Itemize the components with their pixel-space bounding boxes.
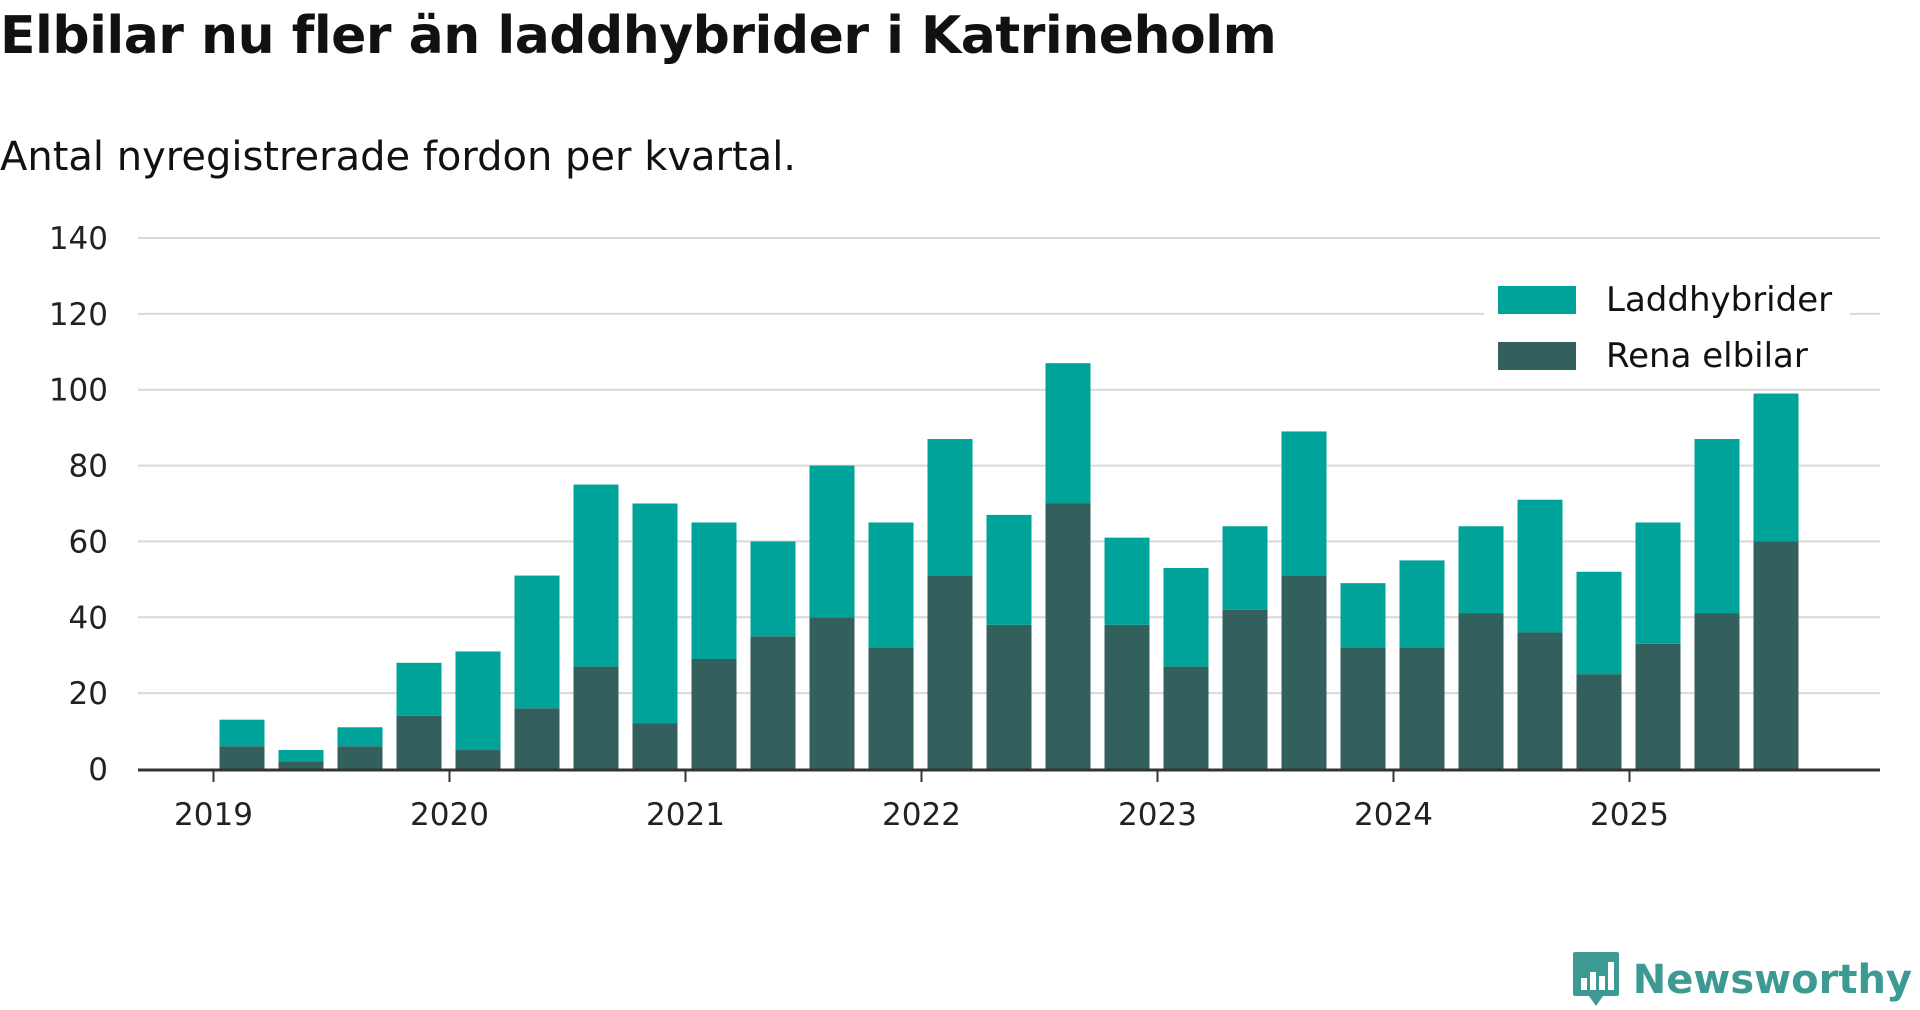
bar-rena-elbilar (1045, 503, 1091, 769)
chart-subtitle: Antal nyregistrerade fordon per kvartal. (0, 134, 797, 180)
x-tick-label: 2022 (882, 797, 961, 833)
bar-rena-elbilar (1517, 632, 1563, 769)
bar-rena-elbilar (1694, 613, 1740, 769)
bar-laddhybrider (1222, 526, 1268, 610)
bar-laddhybrider (750, 541, 796, 637)
y-tick-label: 100 (49, 373, 108, 409)
bar-rena-elbilar (573, 666, 619, 769)
bar-laddhybrider (1694, 439, 1740, 614)
bar-laddhybrider (514, 575, 560, 709)
bar-rena-elbilar (1340, 647, 1386, 769)
bar-laddhybrider (632, 503, 678, 724)
bar-laddhybrider (1399, 560, 1445, 648)
bar-laddhybrider (573, 484, 619, 667)
bar-rena-elbilar (691, 659, 737, 769)
x-tick-label: 2020 (410, 797, 489, 833)
bar-rena-elbilar (986, 624, 1032, 769)
legend: Laddhybrider Rena elbilar (1484, 268, 1850, 388)
bar-rena-elbilar (337, 746, 383, 769)
chart-title: Elbilar nu fler än laddhybrider i Katrin… (0, 6, 1277, 66)
bar-laddhybrider (1517, 499, 1563, 633)
bar-rena-elbilar (868, 647, 914, 769)
bar-laddhybrider (1340, 583, 1386, 648)
bar-rena-elbilar (632, 723, 678, 769)
x-axis-ticks: 2019 2020 2021 2022 2023 2024 2025 (174, 770, 1669, 833)
bar-rena-elbilar (455, 750, 501, 769)
bar-rena-elbilar (1458, 613, 1504, 769)
bar-rena-elbilar (750, 636, 796, 769)
bar-laddhybrider (1104, 537, 1150, 625)
bar-rena-elbilar (1163, 666, 1209, 769)
bar-rena-elbilar (278, 761, 324, 769)
bar-rena-elbilar (514, 708, 560, 769)
x-tick-label: 2023 (1118, 797, 1197, 833)
bar-laddhybrider (1576, 571, 1622, 675)
legend-label-rena-elbilar: Rena elbilar (1606, 336, 1808, 376)
bar-laddhybrider (986, 514, 1032, 625)
y-tick-label: 40 (69, 600, 108, 636)
bar-laddhybrider (1458, 526, 1504, 614)
bar-laddhybrider (868, 522, 914, 648)
bar-laddhybrider (1635, 522, 1681, 644)
bar-rena-elbilar (396, 715, 442, 769)
bar-laddhybrider (1163, 567, 1209, 667)
bar-rena-elbilar (1281, 575, 1327, 769)
bar-rena-elbilar (1753, 541, 1799, 769)
legend-item-rena-elbilar: Rena elbilar (1498, 336, 1808, 376)
bar-rena-elbilar (1576, 674, 1622, 769)
bar-laddhybrider (1281, 431, 1327, 576)
legend-swatch-rena-elbilar (1498, 342, 1576, 370)
y-tick-label: 140 (49, 221, 108, 257)
brand-logo: Newsworthy (1571, 950, 1912, 1010)
chart-bubble-icon (1572, 952, 1619, 1006)
bars (219, 363, 1799, 769)
bar-laddhybrider (278, 750, 324, 762)
legend-swatch-laddhybrider (1498, 286, 1576, 314)
x-tick-label: 2024 (1354, 797, 1433, 833)
y-tick-label: 120 (49, 297, 108, 333)
bar-rena-elbilar (1635, 643, 1681, 769)
bar-laddhybrider (691, 522, 737, 660)
x-tick-label: 2019 (174, 797, 253, 833)
bar-laddhybrider (927, 439, 973, 576)
bar-rena-elbilar (927, 575, 973, 769)
bar-laddhybrider (1753, 393, 1799, 542)
bar-rena-elbilar (1399, 647, 1445, 769)
x-tick-label: 2025 (1590, 797, 1669, 833)
y-tick-label: 60 (69, 524, 108, 560)
y-tick-label: 0 (88, 752, 108, 788)
brand-name: Newsworthy (1632, 957, 1912, 1003)
bar-laddhybrider (219, 719, 265, 747)
bar-laddhybrider (337, 727, 383, 747)
bar-laddhybrider (1045, 363, 1091, 504)
bar-laddhybrider (455, 651, 501, 751)
y-tick-label: 80 (69, 449, 108, 485)
bar-rena-elbilar (1104, 624, 1150, 769)
legend-item-laddhybrider: Laddhybrider (1498, 280, 1832, 320)
bar-rena-elbilar (219, 746, 265, 769)
legend-label-laddhybrider: Laddhybrider (1606, 280, 1833, 320)
bar-rena-elbilar (809, 617, 855, 769)
bar-rena-elbilar (1222, 609, 1268, 769)
y-tick-label: 20 (69, 676, 108, 712)
y-axis-ticks: 0 20 40 60 80 100 120 140 (49, 221, 108, 788)
bar-laddhybrider (396, 662, 442, 716)
bar-laddhybrider (809, 465, 855, 618)
x-tick-label: 2021 (646, 797, 725, 833)
